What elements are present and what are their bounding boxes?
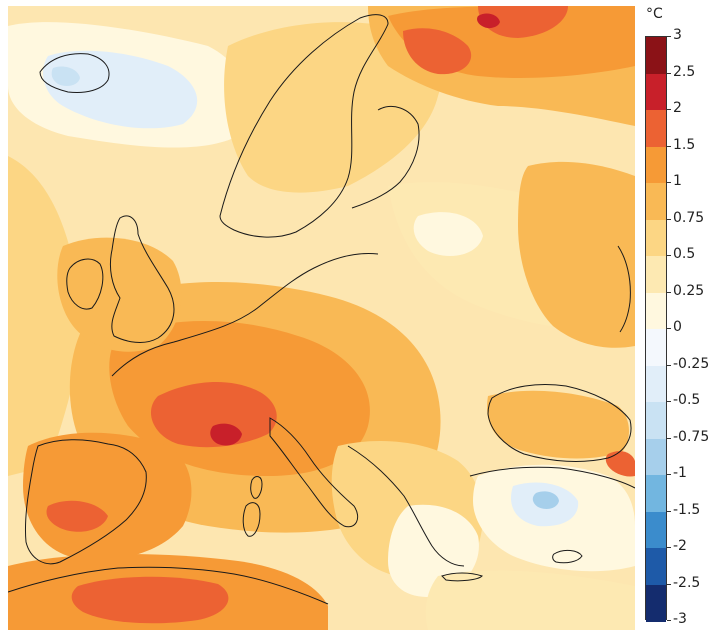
british-isles-warm-zone [57,237,182,352]
colorbar-tick-mark [667,182,671,183]
colorbar-tick-label: -0.75 [673,428,710,445]
caspian-coast [617,245,631,333]
colorbar-tick-label: 1 [673,173,682,189]
colorbar-tick-mark [667,145,671,147]
colorbar-tick-mark [667,510,671,512]
north-africa-very-hot-zone [71,576,229,624]
colorbar-tick-mark [667,72,671,74]
map-canvas [8,6,635,630]
coastlines [8,14,635,605]
colorbar-tick-mark [667,291,671,293]
colorbar-tick-label: -2.5 [673,574,701,591]
colorbar-tick-mark [667,401,671,402]
colorbar-segment [646,329,666,366]
colorbar-tick-mark [667,474,671,475]
colorbar-tick-label: 0 [673,319,682,335]
colorbar-tick-label: 3 [673,27,682,43]
atlantic-warm-zone [8,156,81,476]
black-sea-coast [487,384,632,462]
colorbar-tick-label: -2 [673,538,687,554]
turkey-coast [469,466,635,489]
iceland-cooler-spot [51,66,80,86]
alps-extreme-spot [210,423,242,446]
colorbar-tick-label: -0.5 [673,392,701,408]
belarus-pale-spot [413,212,483,256]
colorbar-segment [646,402,666,439]
northeast-hot-patch [478,6,568,38]
colorbar-tick-label: -1.5 [673,501,701,518]
northeast-extreme-spot [477,13,500,29]
baltic-east-coast [351,106,420,209]
scandinavia-coast [219,14,389,238]
levant-pale-zone [425,570,635,630]
alps-very-hot-zone [150,381,277,448]
colorbar-segment [646,73,666,111]
colorbar-segment [646,256,666,293]
scandinavia-zone [224,22,441,193]
iberia-coast [24,439,147,565]
colorbar-tick-label: 2.5 [673,63,696,80]
colorbar [645,36,667,622]
sardinia-coast [242,502,261,537]
colorbar-tick-mark [667,36,671,37]
colorbar-tick-mark [667,437,671,439]
colorbar-tick-mark [667,218,671,220]
colorbar-tick-mark [667,583,671,585]
colorbar-segment [646,37,666,74]
colorbar-segment [646,511,666,549]
iceland-cool-zone [43,50,198,129]
cyprus-coast [552,549,583,564]
colorbar-tick-label: -1 [673,465,687,481]
colorbar-segment [646,584,666,622]
ireland-coast [66,258,104,310]
colorbar-tick-label: -0.25 [673,355,710,372]
iberia-hot-patch [46,500,108,532]
colorbar-tick-label: 0.75 [673,209,705,226]
colorbar-segment [646,183,666,220]
colorbar-tick-mark [667,109,671,110]
colorbar-segment [646,475,666,512]
continent-north-coast [111,253,379,377]
colorbar-segment [646,219,666,257]
iberia-warm-zone [23,432,192,560]
italy-coast [269,417,359,528]
colorbar-segment [646,438,666,476]
colorbar-tick-label: 1.5 [673,136,696,153]
colorbar-segment [646,110,666,147]
colorbar-tick-mark [667,255,671,256]
colorbar-segment [646,292,666,330]
colorbar-tick-label: 2 [673,100,682,116]
colorbar-tick-label: 0.5 [673,246,696,262]
colorbar-tick-mark [667,328,671,329]
colorbar-tick-label: 0.25 [673,282,705,299]
balkans-coast [347,445,465,567]
black-sea-warm-zone [487,390,630,459]
turkey-cooler-spot [532,491,559,509]
iceland-coast [39,53,110,93]
colorbar-segment [646,365,666,403]
great-britain-coast [109,215,175,343]
caucasus-hot-spot [605,451,635,477]
temperature-anomaly-map [8,6,635,630]
colorbar-tick-mark [667,547,671,548]
colorbar-segment [646,146,666,184]
colorbar-tick-label: -3 [673,611,687,627]
crete-coast [441,572,483,582]
russia-warm-zone [518,161,635,348]
corsica-coast [250,476,263,499]
colorbar-segment [646,548,666,585]
colorbar-unit-label: °C [646,6,663,22]
colorbar-tick-mark [667,364,671,366]
north-africa-coast [8,566,329,605]
northeast-very-hot-zone [403,28,472,75]
colorbar-tick-mark [667,620,671,621]
